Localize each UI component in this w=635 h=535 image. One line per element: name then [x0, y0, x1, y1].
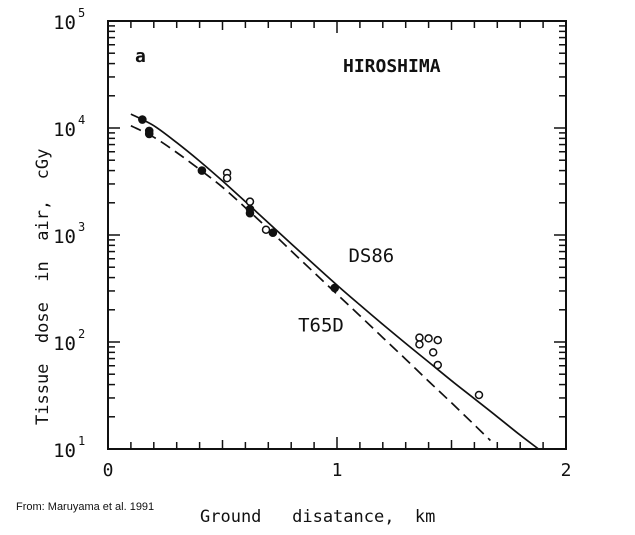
open-point	[428, 348, 438, 357]
open-point	[424, 334, 433, 343]
open-point	[474, 390, 484, 400]
y-tick-exponent: 4	[78, 113, 85, 127]
plot-frame	[107, 20, 567, 450]
filled-point	[138, 115, 147, 124]
panel-label: a	[135, 46, 146, 67]
y-tick-exponent: 3	[78, 220, 85, 234]
y-tick-label: 10	[53, 119, 76, 141]
open-point	[433, 360, 443, 370]
open-point	[433, 335, 443, 345]
y-tick-label: 10	[53, 12, 76, 34]
open-point	[261, 225, 271, 234]
y-tick-label: 10	[53, 333, 76, 355]
axis-ticks	[107, 21, 567, 450]
curve-labels: DS86 T65D	[298, 245, 394, 337]
curve-label: T65D	[298, 315, 344, 337]
y-tick-exponent: 5	[78, 6, 85, 20]
open-point	[245, 197, 255, 206]
chart-title: HIROSHIMA	[343, 56, 441, 77]
filled-point	[330, 283, 340, 293]
y-axis-label: Tissue dose in air, cGy	[33, 149, 53, 425]
x-axis-label: Ground disatance, km	[200, 507, 435, 527]
curve-t65d	[130, 124, 492, 442]
y-tick-label: 10	[53, 440, 76, 462]
data-points	[138, 115, 484, 400]
x-tick-label: 1	[332, 460, 343, 481]
y-tick-label: 10	[53, 226, 76, 248]
open-point	[415, 333, 424, 342]
open-point	[222, 173, 232, 183]
open-point	[415, 340, 424, 349]
filled-point	[268, 228, 278, 238]
filled-point	[144, 129, 154, 139]
y-tick-exponent: 1	[78, 434, 85, 448]
filled-point	[245, 204, 255, 214]
x-tick-label: 0	[103, 460, 114, 481]
source-credit: From: Maruyama et al. 1991	[16, 501, 155, 513]
filled-point	[197, 166, 207, 175]
y-tick-exponent: 2	[78, 327, 85, 341]
x-tick-label: 2	[561, 460, 572, 481]
curve-label: DS86	[348, 245, 394, 267]
